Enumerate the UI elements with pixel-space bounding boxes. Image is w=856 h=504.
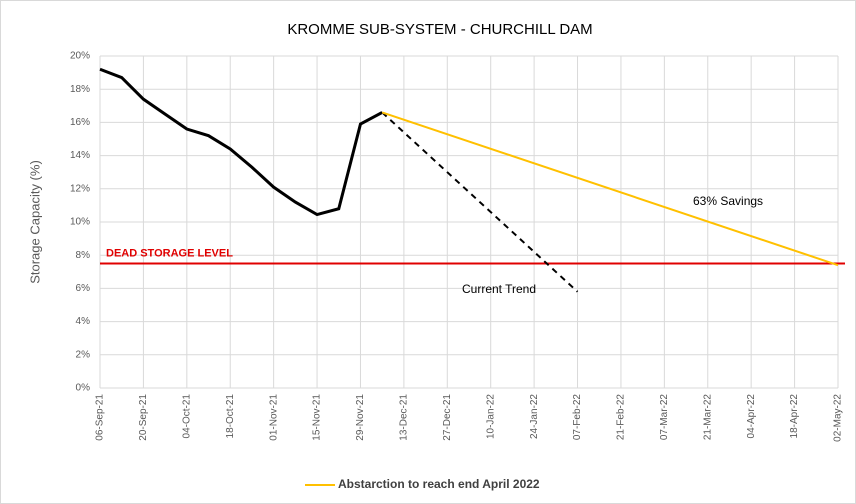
x-tick-label: 04-Oct-21 [181,394,192,439]
x-tick-label: 07-Mar-22 [659,394,670,441]
series-line [381,111,839,267]
y-tick-label: 14% [70,150,90,161]
chart-title: KROMME SUB-SYSTEM - CHURCHILL DAM [287,21,592,38]
y-tick-label: 6% [76,283,91,294]
y-tick-label: 2% [76,349,91,360]
x-tick-label: 24-Jan-22 [529,394,540,439]
y-tick-label: 20% [70,51,90,62]
x-tick-label: 07-Feb-22 [572,394,583,441]
x-tick-label: 29-Nov-21 [355,394,366,441]
y-tick-label: 12% [70,183,90,194]
annotation: 63% Savings [693,194,763,208]
x-tick-label: 15-Nov-21 [312,394,323,441]
x-tick-label: 13-Dec-21 [399,394,410,441]
y-tick-label: 8% [76,250,91,261]
x-tick-label: 10-Jan-22 [485,394,496,439]
x-tick-label: 04-Apr-22 [746,394,757,439]
y-tick-label: 18% [70,84,90,95]
x-tick-label: 20-Sep-21 [138,394,149,441]
y-axis-title: Storage Capacity (%) [27,160,42,284]
annotation: Current Trend [462,282,536,296]
series-line [381,111,579,293]
x-tick-label: 21-Feb-22 [616,394,627,441]
x-tick-label: 18-Oct-21 [225,394,236,439]
x-tick-label: 01-Nov-21 [268,394,279,441]
x-tick-label: 27-Dec-21 [442,394,453,441]
x-tick-label: 21-Mar-22 [702,394,713,441]
x-tick-label: 18-Apr-22 [789,394,800,439]
y-tick-label: 4% [76,316,91,327]
y-tick-label: 10% [70,217,90,228]
x-tick-label: 02-May-22 [833,394,844,442]
y-tick-label: 0% [76,383,91,394]
y-tick-label: 16% [70,117,90,128]
legend-label: Abstarction to reach end April 2022 [338,477,540,491]
series-line [99,67,383,217]
x-tick-label: 06-Sep-21 [95,394,106,441]
reference-label: DEAD STORAGE LEVEL [106,247,233,259]
